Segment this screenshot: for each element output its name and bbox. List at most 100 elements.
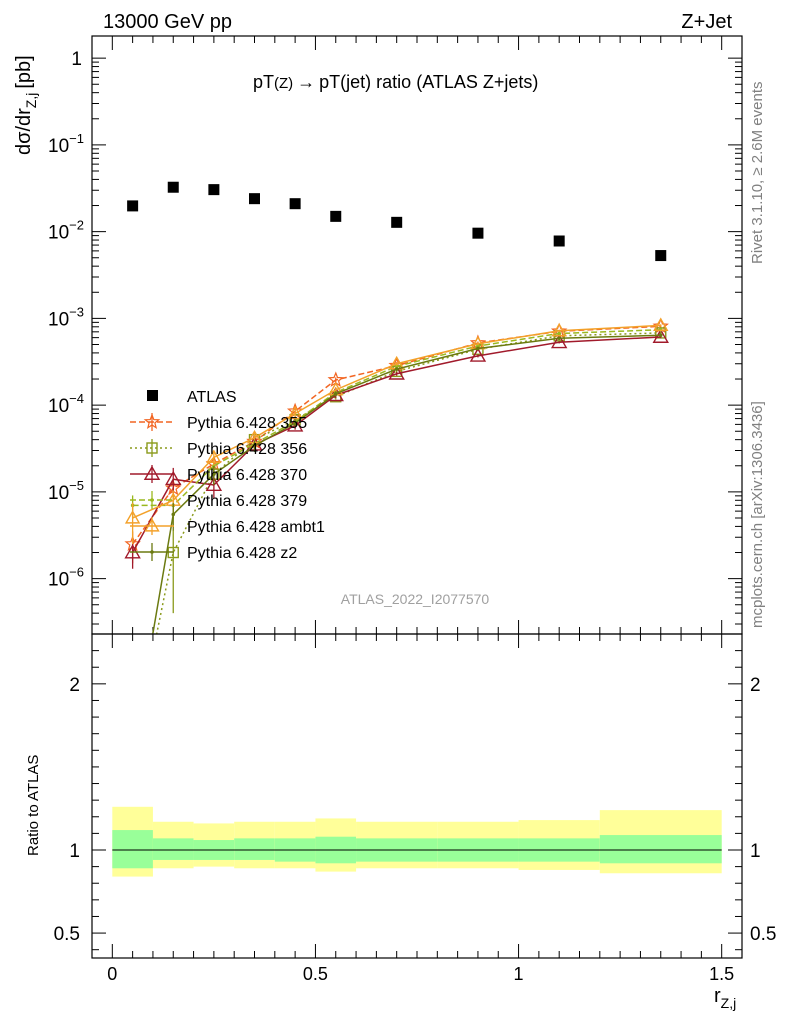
series-marker (293, 421, 297, 425)
tick-exponent: −6 (69, 565, 84, 580)
y-label-main: dσ/dr (13, 108, 35, 155)
series-line (132, 324, 661, 519)
series-marker (212, 472, 216, 476)
title-sub: (Z) (274, 75, 293, 92)
legend-label: Pythia 6.428 z2 (187, 545, 297, 562)
series-marker (469, 347, 487, 362)
legend-marker (144, 518, 160, 532)
chart-title: pT(Z) → pT(jet) ratio (ATLAS Z+jets) (253, 72, 538, 92)
stat-uncertainty-band (152, 838, 194, 860)
title-main: pT (253, 72, 274, 92)
legend-label: Pythia 6.428 379 (187, 493, 307, 510)
ratio-tick-label: 1 (69, 841, 80, 862)
legend-marker (143, 465, 161, 480)
stat-uncertainty-band (599, 835, 722, 864)
legend-item: Pythia 6.428 355 (130, 413, 307, 432)
series-z2 (152, 333, 663, 634)
tick-exponent: −3 (69, 304, 84, 319)
series-line (152, 334, 661, 634)
y-tick-label: 10−4 (48, 391, 84, 417)
x-tick-label: 0.5 (303, 964, 328, 984)
ratio-tick-label-right: 0.5 (750, 924, 776, 945)
tick-base: 10 (48, 396, 69, 417)
series-marker (171, 512, 176, 517)
series-line (132, 328, 661, 507)
analysis-watermark: ATLAS_2022_I2077570 (341, 591, 490, 607)
series-marker (653, 317, 669, 331)
tick-base: 10 (48, 309, 69, 330)
series-marker (165, 470, 182, 486)
series-marker (476, 346, 480, 351)
legend-item: ATLAS (147, 389, 237, 406)
series-marker (388, 365, 405, 380)
x-tick-label: 1 (514, 964, 524, 984)
x-label-sub: Z,j (721, 995, 737, 1011)
legend-item: Pythia 6.428 370 (130, 465, 307, 484)
series-marker (124, 510, 141, 524)
data-point (208, 184, 220, 196)
legend-label: Pythia 6.428 370 (187, 467, 307, 484)
title-rest: pT(jet) ratio (ATLAS Z+jets) (319, 72, 538, 92)
series-marker (205, 476, 223, 491)
y-label-sub: Z,j (23, 93, 39, 109)
energy-label: 13000 GeV pp (103, 11, 232, 33)
legend-marker (150, 550, 154, 554)
series-marker (333, 392, 338, 396)
series-line (131, 336, 661, 553)
tick-exponent: −1 (69, 131, 84, 146)
ratio-panel: 0 0.5 1 1.5 2 2 1 1 0.5 0.5 (54, 633, 776, 984)
ratio-tick-label-right: 2 (750, 675, 761, 696)
tick-exponent: −2 (69, 218, 84, 233)
series-marker (394, 364, 399, 369)
y-tick-label: 10−2 (48, 218, 84, 244)
legend-label: ATLAS (187, 389, 237, 406)
x-label-main: r (714, 985, 721, 1007)
ratio-tick-label: 2 (69, 675, 80, 696)
tick-base: 10 (48, 136, 69, 157)
data-point (330, 210, 342, 222)
series-marker (557, 331, 561, 336)
y-tick-label: 10−1 (48, 131, 84, 157)
mcplots-label: mcplots.cern.ch [arXiv:1306.3436] (749, 401, 766, 628)
x-axis-label: rZ,j (714, 985, 736, 1011)
legend-label: Pythia 6.428 356 (187, 441, 307, 458)
ratio-tick-label: 0.5 (54, 924, 80, 945)
tick-base: 10 (48, 483, 69, 504)
tick-base: 10 (48, 223, 69, 244)
y-tick-label: 10−6 (48, 565, 84, 591)
series-marker (557, 336, 561, 341)
series-marker (252, 443, 257, 448)
process-label: Z+Jet (681, 11, 732, 33)
data-point (655, 250, 667, 262)
legend-marker (146, 442, 158, 454)
tick-base: 10 (48, 570, 69, 591)
data-point (167, 181, 179, 193)
series-marker (206, 449, 222, 463)
x-tick-label: 0 (107, 964, 117, 984)
legend-item: Pythia 6.428 z2 (130, 543, 297, 562)
series-marker (287, 405, 303, 420)
legend-item: Pythia 6.428 356 (130, 439, 307, 458)
series-marker (652, 328, 669, 343)
y-tick-label: 1 (71, 49, 82, 70)
ratio-frame (91, 633, 743, 959)
legend-marker (150, 498, 154, 502)
mc-series (124, 317, 669, 634)
y-tick-label: 10−3 (48, 304, 84, 330)
y-label-unit: [pb] (13, 55, 35, 88)
stat-uncertainty-band (112, 830, 153, 869)
legend-label: Pythia 6.428 ambt1 (187, 519, 325, 536)
series-marker (550, 333, 568, 349)
stat-uncertainty-band (234, 838, 275, 860)
legend-item: Pythia 6.428 379 (130, 491, 307, 510)
y-axis-label: dσ/drZ,j [pb] (13, 55, 39, 155)
legend-item: Pythia 6.428 ambt1 (130, 517, 325, 536)
title-arrow: → (297, 72, 315, 92)
data-point (553, 235, 565, 247)
tick-exponent: −4 (69, 391, 84, 406)
series-marker (394, 367, 399, 371)
data-point (127, 200, 139, 212)
data-point (391, 216, 403, 228)
